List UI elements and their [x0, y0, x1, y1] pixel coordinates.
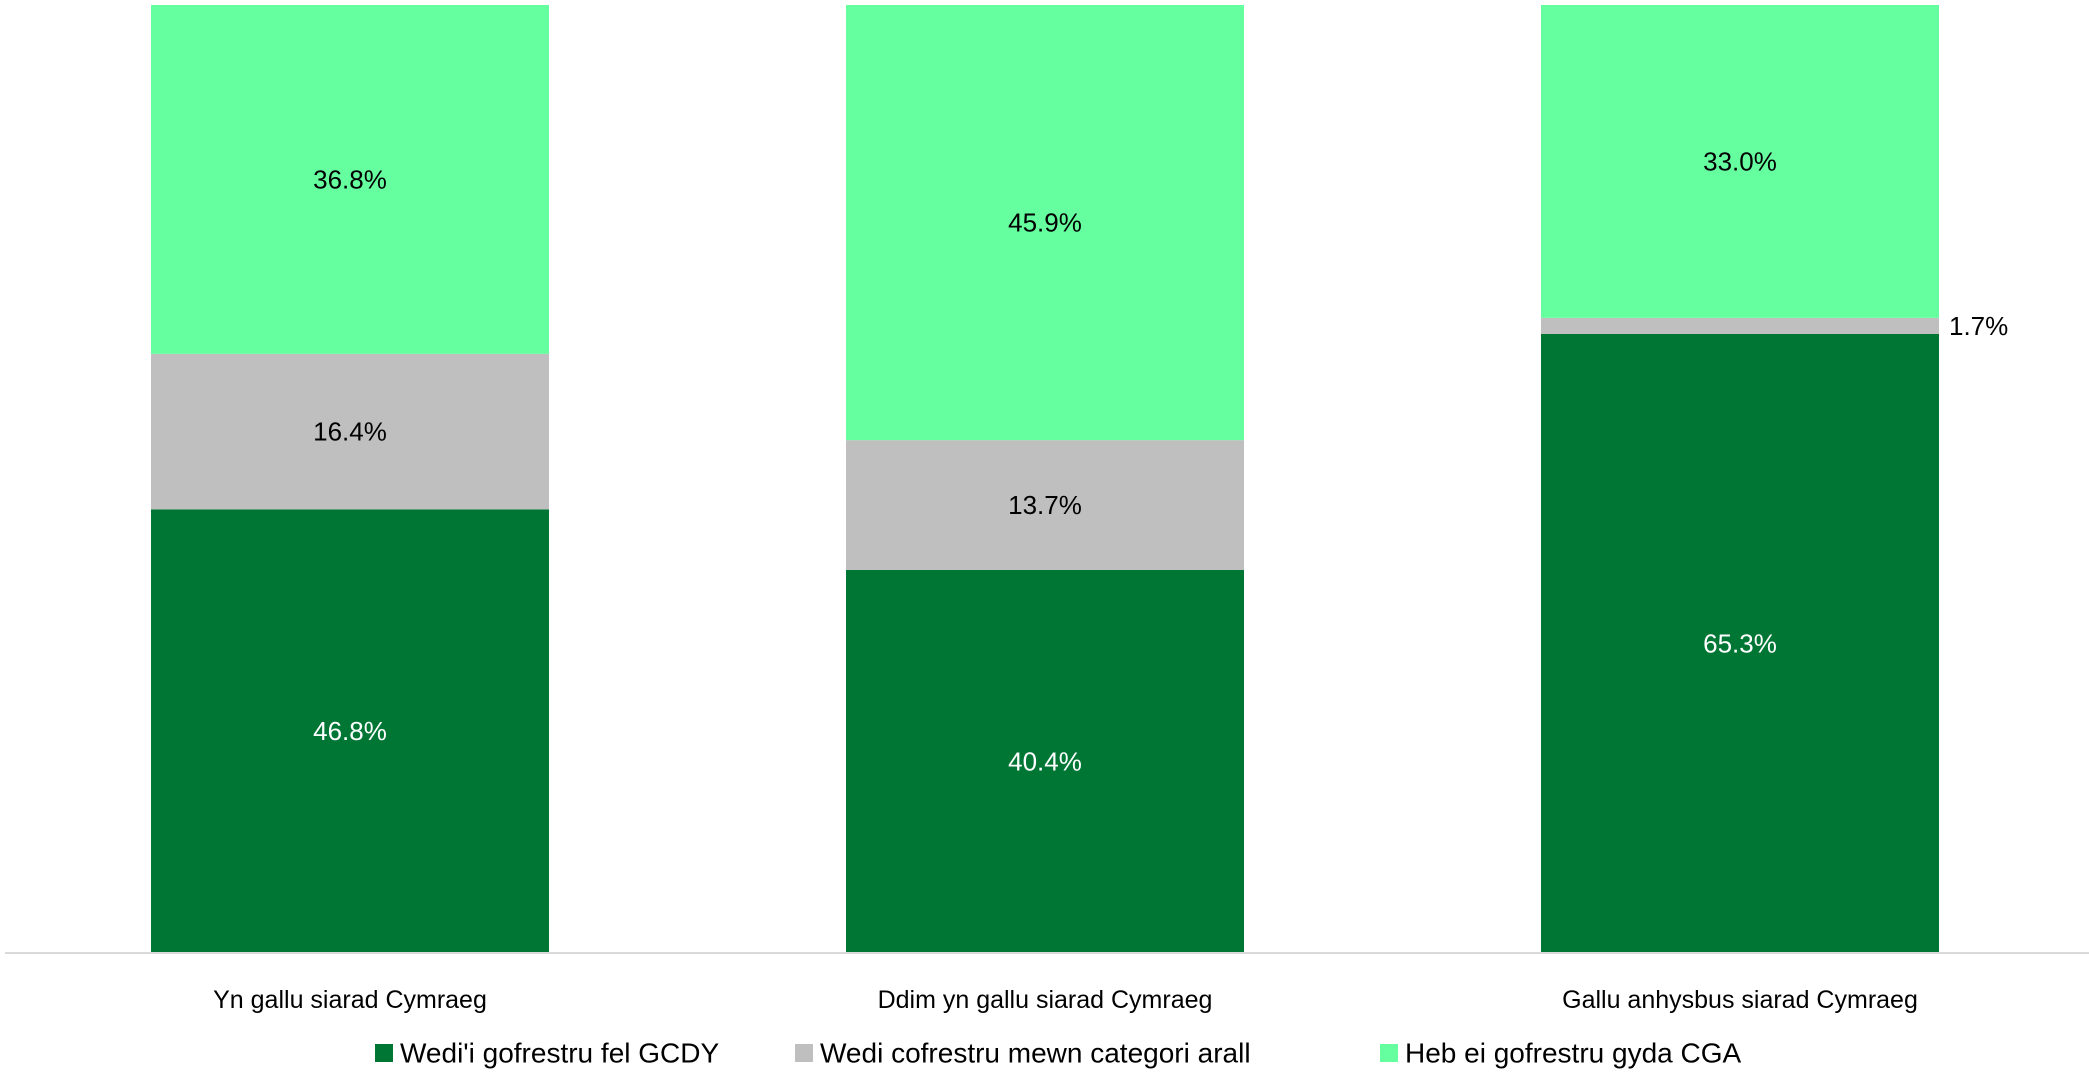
legend-swatch [375, 1044, 393, 1062]
legend-label: Wedi cofrestru mewn categori arall [820, 1038, 1251, 1069]
bar-segment [1541, 317, 1939, 334]
category-label: Yn gallu siarad Cymraeg [213, 986, 487, 1014]
data-labels-layer: 46.8% 16.4% 36.8% 40.4% 13.7% 45.9% 65.3% 1.7% 3… [313, 146, 2008, 776]
data-label: 45.9% [1008, 208, 1082, 238]
bar-segment [1541, 5, 1939, 318]
data-label: 16.4% [313, 417, 387, 447]
data-label: 36.8% [313, 164, 387, 194]
data-label: 33.0% [1703, 146, 1777, 176]
category-label: Gallu anhysbus siarad Cymraeg [1562, 986, 1918, 1014]
data-label: 65.3% [1703, 628, 1777, 658]
data-label: 1.7% [1949, 311, 2008, 341]
legend-swatch [1380, 1044, 1398, 1062]
data-label: 40.4% [1008, 747, 1082, 777]
bar-segment [846, 570, 1244, 953]
bar-segment [151, 5, 549, 354]
category-label: Ddim yn gallu siarad Cymraeg [878, 986, 1213, 1014]
legend-label: Heb ei gofrestru gyda CGA [1405, 1038, 1741, 1069]
category-labels-layer: Yn gallu siarad Cymraeg Ddim yn gallu sia… [213, 986, 1918, 1014]
bars-layer [151, 5, 1939, 953]
bar-segment [151, 509, 549, 953]
bar-segment [846, 440, 1244, 571]
bar-segment [151, 353, 549, 510]
data-label: 13.7% [1008, 490, 1082, 520]
legend-label: Wedi'i gofrestru fel GCDY [400, 1038, 719, 1069]
data-label: 46.8% [313, 716, 387, 746]
legend-swatch [795, 1044, 813, 1062]
bar-segment [846, 5, 1244, 441]
bar-segment [1541, 333, 1939, 953]
legend: Wedi'i gofrestru fel GCDY Wedi cofrestru … [375, 1038, 1741, 1069]
